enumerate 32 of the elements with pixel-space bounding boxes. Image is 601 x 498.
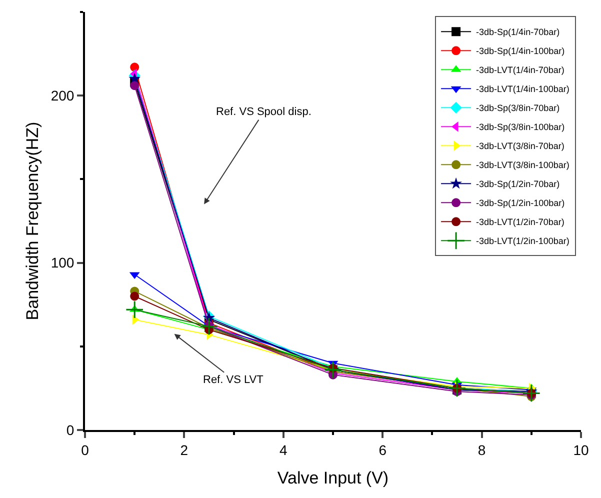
point <box>522 384 541 402</box>
x-tick-label: 0 <box>81 442 90 458</box>
point <box>130 292 140 301</box>
x-tick-label: 8 <box>478 442 486 458</box>
y-tick-label: 100 <box>50 254 74 271</box>
annotation: Ref. VS LVT <box>203 374 264 386</box>
x-tick-label: 6 <box>378 442 387 458</box>
legend-label: -3db-Sp(3/8in-70bar) <box>476 103 560 114</box>
point <box>448 379 466 398</box>
point <box>324 360 342 379</box>
point <box>130 81 140 90</box>
y-tick-label: 200 <box>50 88 74 104</box>
x-tick-label: 10 <box>573 442 589 458</box>
x-tick-label: 2 <box>180 442 188 458</box>
legend-label: -3db-LVT(3/8in-70bar) <box>476 141 564 152</box>
legend-label: -3db-Sp(3/8in-100bar) <box>476 122 565 132</box>
legend-label: -3db-Sp(1/2in-70bar) <box>476 179 560 190</box>
legend-label: -3db-LVT(1/2in-100bar) <box>476 236 570 246</box>
y-tick-label: 0 <box>66 422 74 438</box>
legend-label: -3db-Sp(1/4in-100bar) <box>476 46 565 56</box>
point <box>200 317 218 336</box>
y-axis-title: Bandwidth Frequency(HZ) <box>22 122 42 320</box>
legend-label: -3db-LVT(1/4in-70bar) <box>476 65 564 76</box>
legend-label: -3db-LVT(3/8in-100bar) <box>476 160 570 170</box>
legend-label: -3db-Sp(1/4in-70bar) <box>476 27 560 38</box>
x-axis-title: Valve Input (V) <box>277 468 389 488</box>
x-tick-label: 4 <box>280 442 288 458</box>
annotation: Ref. VS Spool disp. <box>216 106 312 118</box>
legend-label: -3db-LVT(1/2in-70bar) <box>476 217 564 228</box>
point <box>125 300 144 319</box>
legend-label: -3db-LVT(1/4in-100bar) <box>476 84 570 94</box>
legend-label: -3db-Sp(1/2in-100bar) <box>476 198 565 208</box>
